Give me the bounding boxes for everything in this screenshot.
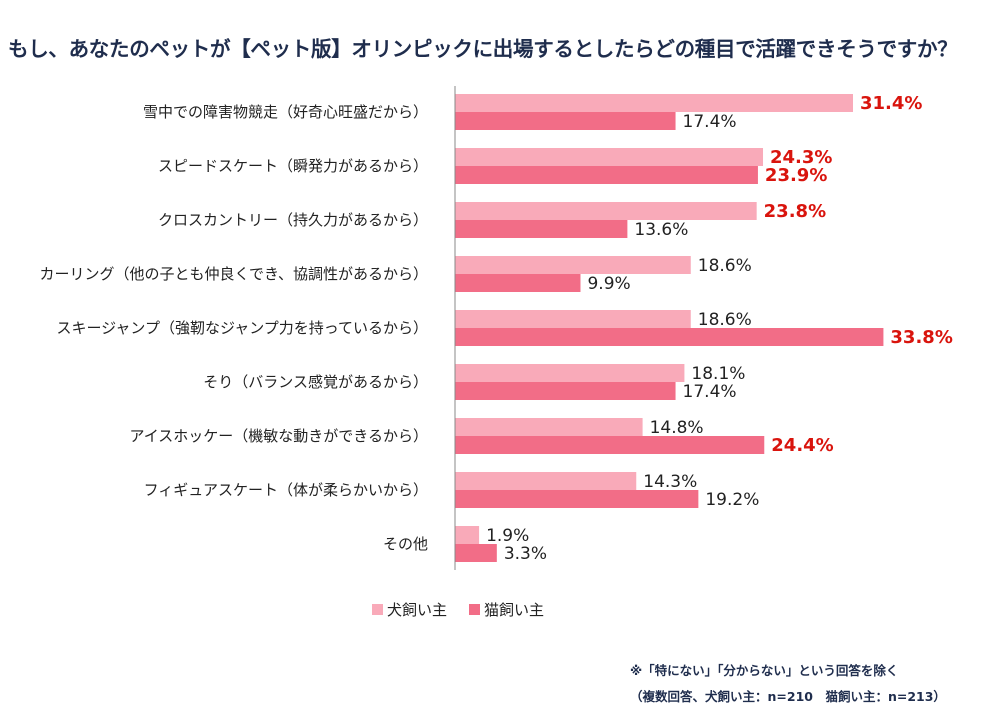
bar-cat [455, 328, 884, 346]
bar-dog [455, 364, 685, 382]
value-label-cat: 33.8% [890, 327, 952, 348]
category-label: スピードスケート（瞬発力があるから） [158, 157, 428, 175]
bar-dog [455, 202, 757, 220]
bar-dog [455, 472, 637, 490]
bar-cat [455, 274, 581, 292]
bar-cat [455, 166, 758, 184]
bar-dog [455, 256, 691, 274]
legend-item-cat: 猫飼い主 [469, 599, 544, 620]
value-label-cat: 17.4% [683, 382, 737, 402]
value-label-dog: 14.8% [650, 418, 704, 438]
legend-label-cat: 猫飼い主 [484, 601, 545, 619]
category-label: フィギュアスケート（体が柔らかいから） [144, 481, 428, 499]
value-label-cat: 9.9% [587, 274, 630, 294]
legend: 犬飼い主 猫飼い主 [372, 599, 566, 620]
value-label-dog: 31.4% [860, 93, 922, 114]
value-label-dog: 24.3% [770, 147, 832, 168]
bar-dog [455, 148, 764, 166]
category-label: 雪中での障害物競走（好奇心旺盛だから） [143, 103, 428, 121]
bar-dog [455, 418, 643, 436]
value-label-cat: 23.9% [765, 165, 827, 186]
legend-item-dog: 犬飼い主 [372, 599, 447, 620]
legend-swatch-dog [372, 604, 383, 615]
value-label-dog: 1.9% [486, 526, 529, 546]
bar-cat [455, 112, 676, 130]
value-label-dog: 18.1% [691, 364, 745, 384]
value-label-cat: 19.2% [705, 490, 759, 510]
category-label: そり（バランス感覚があるから） [203, 373, 428, 391]
bar-dog [455, 94, 853, 112]
chart-title: もし、あなたのペットが【ペット版】オリンピックに出場するとしたらどの種目で活躍で… [8, 37, 958, 61]
category-label: クロスカントリー（持久力があるから） [158, 211, 428, 229]
bar-cat [455, 544, 497, 562]
bar-chart: 雪中での障害物競走（好奇心旺盛だから） スピードスケート（瞬発力があるから） クロス… [39, 86, 953, 570]
value-label-cat: 17.4% [683, 112, 737, 132]
value-labels: 31.4% 17.4% 24.3%23.9% 23.8% 13.6% 18.6% 9.9% 1… [486, 93, 953, 564]
footnote-exclusion: ※「特にない」「分からない」という回答を除く [630, 663, 899, 678]
category-label: カーリング（他の子とも仲良くでき、協調性があるから） [39, 265, 428, 283]
bar-cat [455, 220, 628, 238]
category-label: アイスホッケー（機敏な動きができるから） [129, 427, 428, 445]
legend-swatch-cat [469, 604, 481, 615]
legend-label-dog: 犬飼い主 [387, 601, 448, 619]
category-labels: 雪中での障害物競走（好奇心旺盛だから） スピードスケート（瞬発力があるから） クロス… [39, 103, 428, 553]
value-label-dog: 23.8% [764, 201, 826, 222]
category-label: その他 [383, 535, 428, 553]
bar-cat [455, 382, 676, 400]
value-label-dog: 18.6% [698, 256, 752, 276]
value-label-dog: 14.3% [643, 472, 697, 492]
bar-cat [455, 490, 699, 508]
bar-dog [455, 526, 480, 544]
value-label-dog: 18.6% [698, 310, 752, 330]
value-label-cat: 24.4% [771, 435, 833, 456]
value-label-cat: 3.3% [504, 544, 547, 564]
bar-dog [455, 310, 691, 328]
bar-cat [455, 436, 765, 454]
footnote-sample: （複数回答、犬飼い主：n=210 猫飼い主：n=213） [630, 689, 946, 704]
bars [455, 94, 884, 562]
value-label-cat: 13.6% [634, 220, 688, 240]
category-label: スキージャンプ（強靭なジャンプ力を持っているから） [56, 319, 428, 337]
